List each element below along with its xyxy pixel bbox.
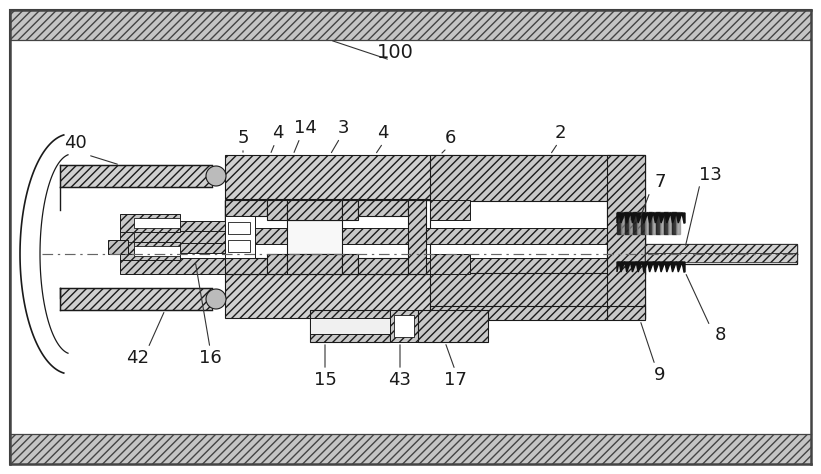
Bar: [10, 10, 811, 40]
Bar: [358, 258, 408, 274]
Bar: [645, 244, 797, 253]
Bar: [394, 315, 414, 337]
Bar: [607, 306, 645, 320]
Polygon shape: [656, 212, 660, 234]
Bar: [430, 155, 645, 201]
Polygon shape: [625, 212, 629, 234]
Bar: [225, 216, 255, 258]
Bar: [134, 246, 180, 256]
Bar: [430, 306, 607, 320]
Text: 17: 17: [443, 371, 466, 389]
Polygon shape: [644, 212, 649, 234]
Bar: [228, 222, 250, 234]
Bar: [10, 434, 811, 464]
Text: 6: 6: [444, 129, 456, 147]
Bar: [287, 254, 342, 274]
Text: 7: 7: [654, 173, 666, 191]
Bar: [358, 200, 408, 216]
Bar: [430, 200, 470, 220]
Text: 16: 16: [199, 349, 222, 367]
Bar: [180, 221, 240, 231]
Polygon shape: [617, 262, 685, 272]
Polygon shape: [617, 212, 621, 234]
Polygon shape: [676, 212, 680, 234]
Polygon shape: [637, 212, 640, 234]
Bar: [267, 254, 287, 274]
Bar: [430, 254, 470, 274]
Bar: [225, 200, 645, 274]
Bar: [60, 165, 212, 187]
Text: 5: 5: [237, 129, 249, 147]
Bar: [225, 155, 645, 199]
Bar: [342, 254, 358, 274]
Text: 4: 4: [273, 124, 284, 142]
Bar: [408, 200, 426, 274]
Bar: [10, 40, 811, 434]
Polygon shape: [629, 212, 633, 234]
Text: 13: 13: [699, 166, 722, 184]
Circle shape: [206, 166, 226, 186]
Bar: [287, 200, 342, 220]
Bar: [120, 242, 180, 260]
Bar: [267, 200, 287, 220]
Bar: [390, 310, 418, 342]
Bar: [418, 310, 488, 342]
Bar: [228, 240, 250, 252]
Bar: [408, 216, 426, 258]
Bar: [120, 214, 180, 232]
Circle shape: [206, 289, 226, 309]
Bar: [108, 240, 128, 254]
Text: 2: 2: [554, 124, 566, 142]
Bar: [310, 310, 390, 342]
Polygon shape: [660, 212, 664, 234]
Polygon shape: [672, 212, 676, 234]
Polygon shape: [664, 212, 668, 234]
Text: 100: 100: [377, 43, 414, 62]
Bar: [180, 243, 240, 253]
Bar: [225, 200, 267, 216]
Bar: [60, 288, 212, 310]
Bar: [134, 218, 180, 228]
Polygon shape: [668, 212, 672, 234]
Bar: [225, 274, 645, 318]
Bar: [607, 155, 645, 319]
Bar: [120, 228, 640, 244]
Bar: [120, 258, 640, 274]
Text: 8: 8: [714, 326, 726, 344]
Text: 43: 43: [388, 371, 411, 389]
Bar: [225, 258, 267, 274]
Bar: [310, 318, 390, 334]
Bar: [120, 232, 134, 244]
Bar: [120, 244, 640, 258]
Polygon shape: [653, 212, 656, 234]
Bar: [645, 245, 797, 263]
Text: 3: 3: [337, 119, 349, 137]
Polygon shape: [649, 212, 653, 234]
Bar: [120, 242, 134, 254]
Polygon shape: [621, 212, 625, 234]
Text: 42: 42: [126, 349, 149, 367]
Bar: [287, 220, 342, 254]
Bar: [430, 200, 607, 274]
Bar: [645, 244, 797, 264]
Polygon shape: [640, 212, 644, 234]
Bar: [645, 253, 797, 262]
Polygon shape: [633, 212, 637, 234]
Text: 4: 4: [378, 124, 389, 142]
Text: 40: 40: [63, 134, 86, 152]
Bar: [430, 273, 645, 319]
Text: 15: 15: [314, 371, 337, 389]
Polygon shape: [617, 213, 685, 223]
Bar: [342, 200, 358, 220]
Text: 14: 14: [294, 119, 316, 137]
Text: 9: 9: [654, 366, 666, 384]
